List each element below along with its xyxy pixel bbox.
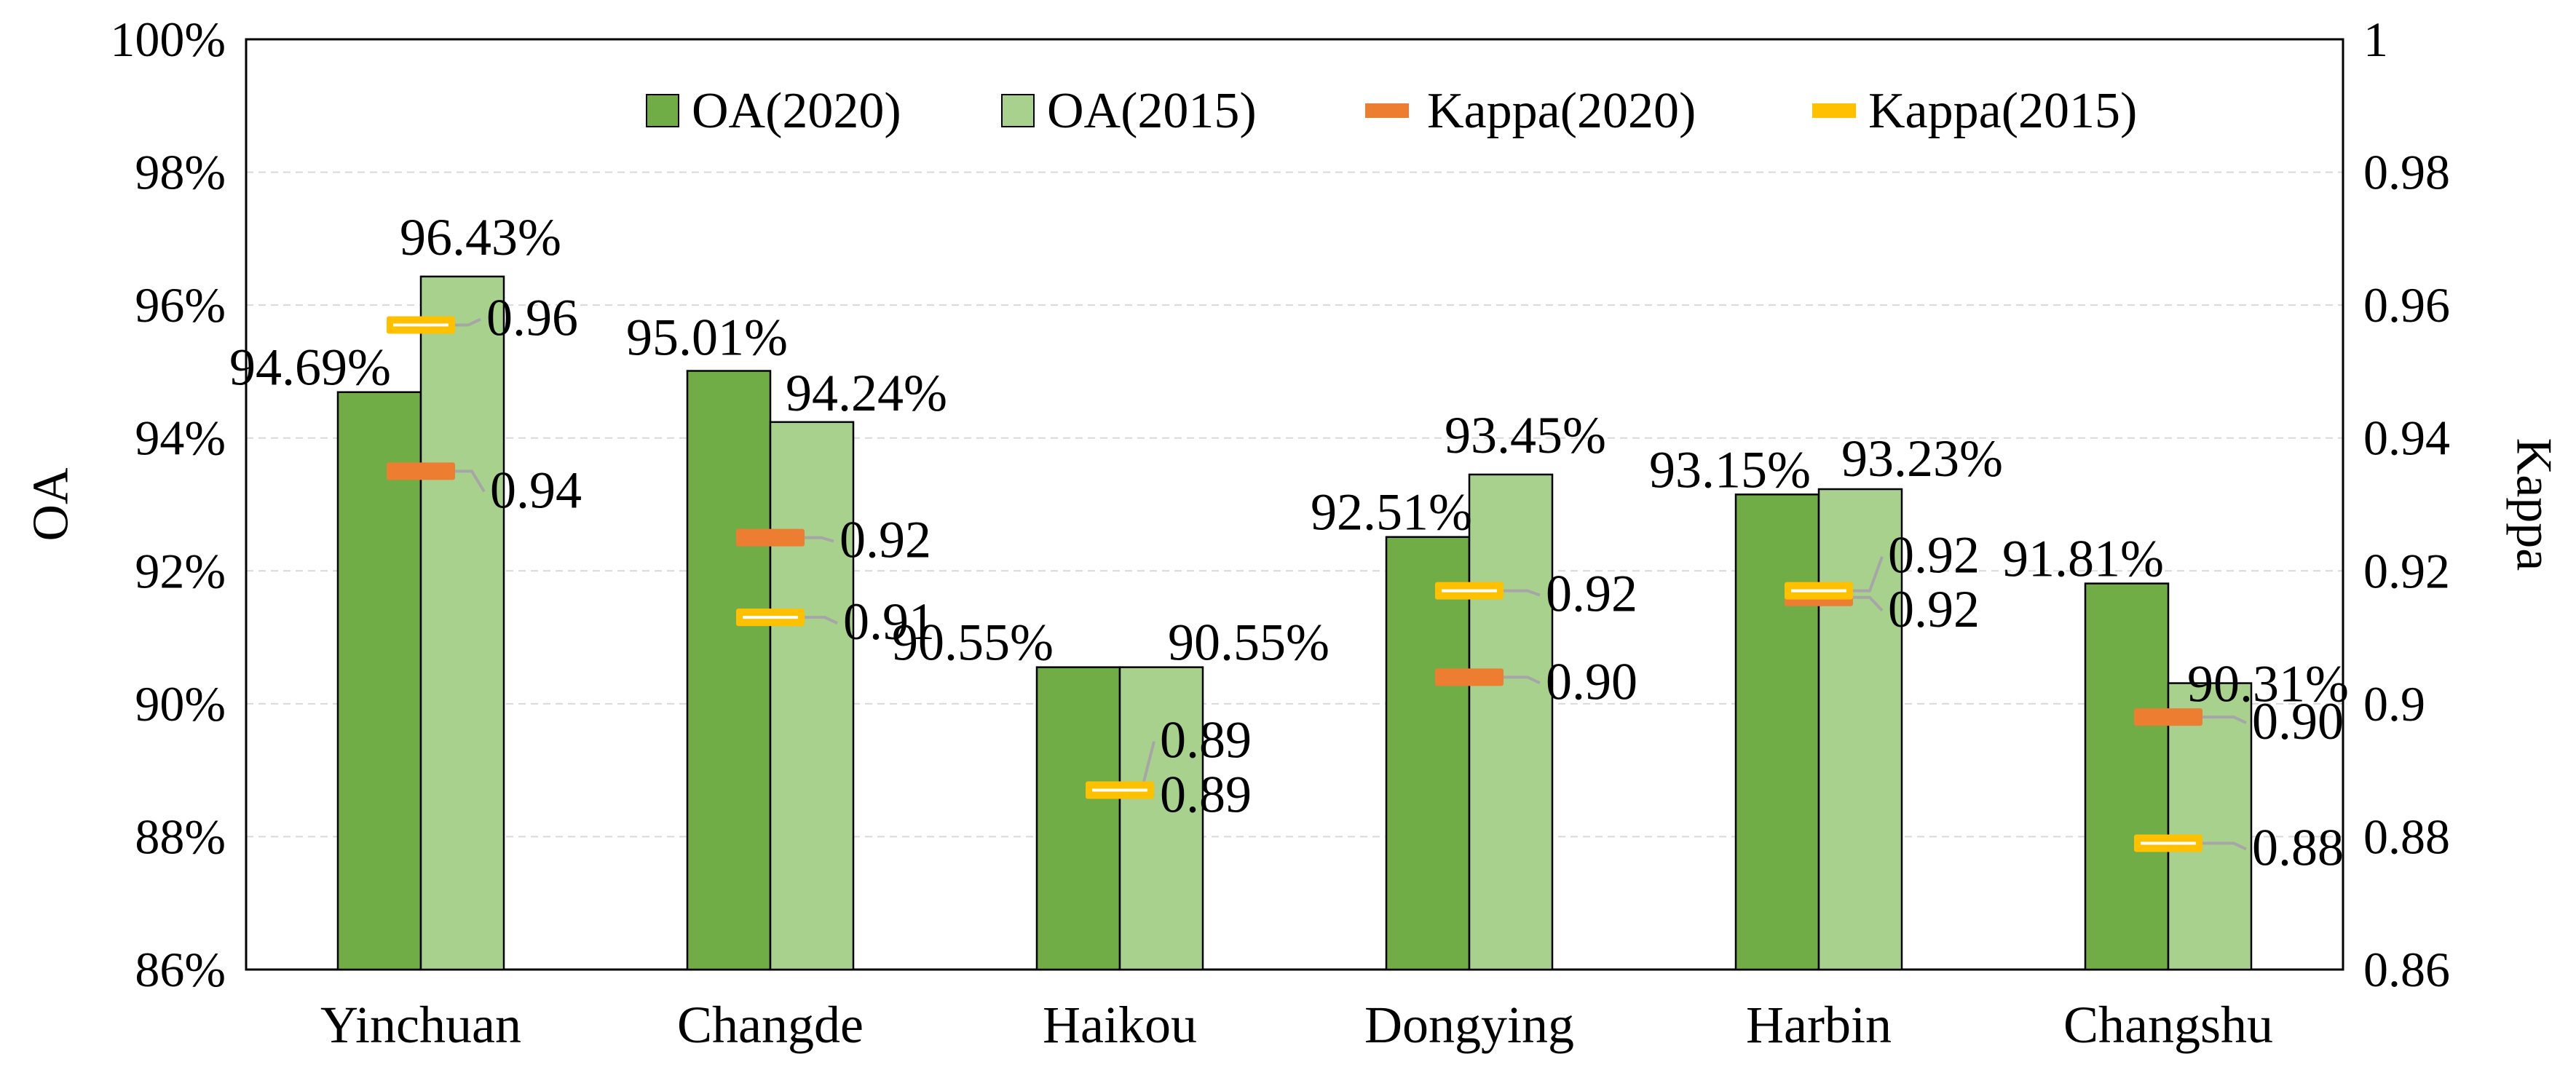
kappa-value-label: 0.90 xyxy=(1546,652,1637,710)
category-label-harbin: Harbin xyxy=(1746,996,1892,1054)
left-tick-label: 96% xyxy=(135,277,226,333)
right-tick-label: 1 xyxy=(2363,12,2388,67)
bar-oa2020-yinchuan xyxy=(336,391,422,971)
legend-swatch-oa2020 xyxy=(646,94,679,127)
left-tick-label: 88% xyxy=(135,809,226,864)
left-tick-label: 100% xyxy=(110,12,226,67)
marker-kappa2020-changshu xyxy=(2134,708,2202,726)
right-axis-ticks: 0.86 0.88 0.9 0.92 0.94 0.96 0.98 1 xyxy=(2363,12,2450,997)
legend-label-kappa2020: Kappa(2020) xyxy=(1427,83,1696,139)
right-tick-label: 0.98 xyxy=(2363,145,2450,200)
bar-value-label: 93.15% xyxy=(1649,440,1811,499)
gridlines xyxy=(246,171,2343,838)
bar-value-label: 91.81% xyxy=(2002,530,2164,588)
kappa-value-label: 0.92 xyxy=(1888,526,1980,584)
marker-kappa2020-changde xyxy=(736,528,805,547)
bar-value-label: 92.51% xyxy=(1311,483,1472,542)
left-tick-label: 86% xyxy=(135,942,226,997)
left-axis-ticks: 86% 88% 90% 92% 94% 96% 98% 100% xyxy=(110,12,226,997)
bar-value-label: 90.31% xyxy=(2187,655,2349,713)
bars xyxy=(336,275,2253,971)
bar-oa2015-haikou xyxy=(1118,666,1204,971)
legend-label-kappa2015: Kappa(2015) xyxy=(1868,83,2137,139)
bar-oa2015-changde xyxy=(769,421,855,971)
right-tick-label: 0.9 xyxy=(2363,676,2425,732)
bar-value-label: 90.55% xyxy=(1168,614,1330,672)
bar-value-label: 93.23% xyxy=(1841,429,2003,488)
left-tick-label: 98% xyxy=(135,145,226,200)
kappa-value-label: 0.96 xyxy=(486,289,578,347)
marker-kappa2020-yinchuan xyxy=(387,462,455,480)
kappa-value-label: 0.90 xyxy=(2252,692,2344,750)
bar-oa2015-dongying xyxy=(1468,473,1554,971)
left-tick-label: 92% xyxy=(135,543,226,598)
kappa-value-label: 0.94 xyxy=(490,461,582,519)
right-tick-label: 0.96 xyxy=(2363,277,2450,333)
category-label-changde: Changde xyxy=(677,996,864,1054)
kappa-value-label: 0.88 xyxy=(2252,819,2344,877)
legend: OA(2020) OA(2015) Kappa(2020) Kappa(2015… xyxy=(646,83,2137,139)
kappa-value-label: 0.92 xyxy=(1546,565,1637,623)
right-tick-label: 0.86 xyxy=(2363,942,2450,997)
kappa-value-label: 0.92 xyxy=(839,511,931,569)
left-tick-label: 90% xyxy=(135,676,226,732)
right-tick-label: 0.92 xyxy=(2363,543,2450,598)
legend-swatch-oa2015 xyxy=(1001,94,1035,127)
bar-value-label: 94.69% xyxy=(229,338,391,397)
bar-value-label: 96.43% xyxy=(400,208,561,266)
bar-oa2015-harbin xyxy=(1817,488,1903,971)
bar-value-label: 95.01% xyxy=(626,309,788,367)
category-label-haikou: Haikou xyxy=(1043,996,1197,1054)
right-tick-label: 0.88 xyxy=(2363,809,2450,864)
legend-label-oa2020: OA(2020) xyxy=(692,83,901,139)
bar-oa2020-haikou xyxy=(1035,666,1121,971)
kappa-value-label: 0.91 xyxy=(843,592,935,651)
bar-value-label: 90.55% xyxy=(892,614,1054,672)
right-axis-title: Kappa xyxy=(2506,438,2562,571)
category-label-changshu: Changshu xyxy=(2063,996,2273,1054)
legend-swatch-kappa2020 xyxy=(1365,103,1409,118)
bar-oa2020-dongying xyxy=(1385,536,1471,971)
category-label-dongying: Dongying xyxy=(1364,996,1574,1054)
kappa-markers xyxy=(387,316,2202,852)
right-tick-label: 0.94 xyxy=(2363,411,2450,466)
kappa-value-label: 0.89 xyxy=(1160,766,1252,824)
bar-value-label: 93.45% xyxy=(1445,406,1606,464)
bar-oa2015-changshu xyxy=(2167,682,2253,971)
marker-kappa2020-dongying xyxy=(1435,668,1504,686)
left-axis-title: OA xyxy=(23,467,79,542)
category-labels: Yinchuan Changde Haikou Dongying Harbin Chang… xyxy=(320,996,2273,1054)
kappa-value-label: 0.89 xyxy=(1160,711,1252,769)
data-labels: 94.69% 96.43% 0.94 0.96 95.01%94.24% 0.92 0.91… xyxy=(229,208,2349,877)
plot-area-frame xyxy=(245,38,2344,971)
legend-swatch-kappa2015 xyxy=(1812,103,1856,118)
kappa-value-label: 0.92 xyxy=(1888,580,1980,638)
bar-oa2020-changshu xyxy=(2084,582,2170,971)
bar-oa2020-changde xyxy=(686,370,772,971)
bar-oa2020-harbin xyxy=(1734,494,1820,971)
bar-oa2015-yinchuan xyxy=(419,275,505,971)
category-label-yinchuan: Yinchuan xyxy=(320,996,521,1054)
legend-label-oa2015: OA(2015) xyxy=(1047,83,1257,139)
left-tick-label: 94% xyxy=(135,411,226,466)
bar-value-label: 94.24% xyxy=(786,364,947,422)
